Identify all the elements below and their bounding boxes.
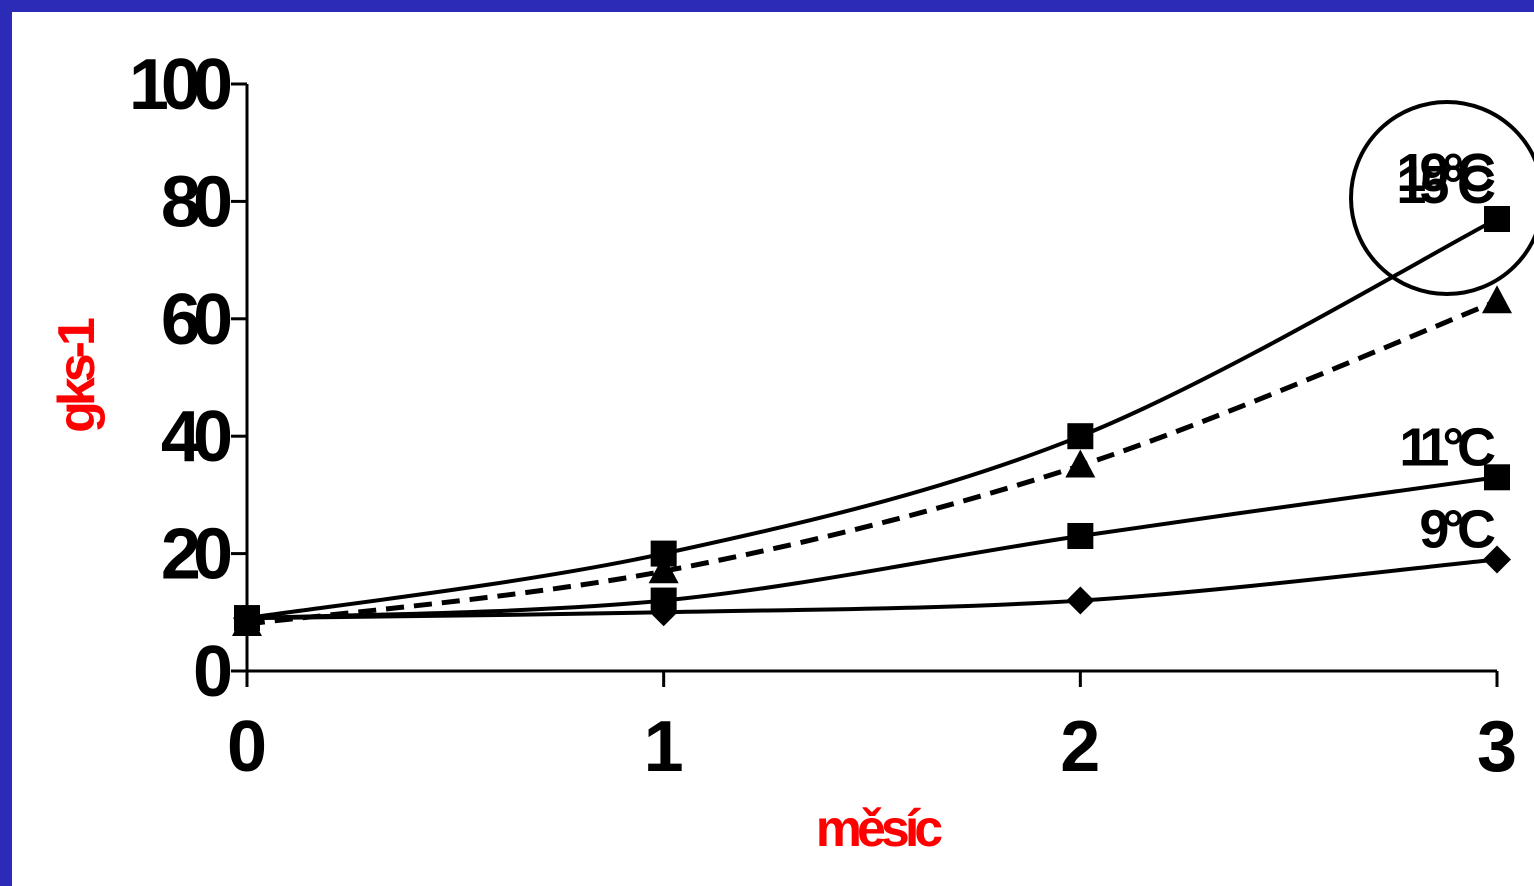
- series-label: 19°C: [1396, 143, 1495, 203]
- x-axis-title: měsíc: [816, 800, 943, 858]
- series-line: [246, 298, 1498, 627]
- diamond-marker: [1066, 586, 1095, 615]
- series-line: [246, 557, 1498, 621]
- y-tick-label: 60: [161, 280, 231, 360]
- triangle-marker: [1065, 449, 1096, 478]
- highlight-circle: [1349, 100, 1534, 296]
- diamond-marker: [649, 598, 678, 627]
- y-tick-label: 80: [161, 162, 231, 242]
- series-label: 9°C: [1419, 499, 1495, 559]
- square-marker: [1484, 206, 1510, 233]
- series-markers: [232, 206, 1512, 637]
- y-tick-label: 40: [161, 397, 231, 477]
- series-lines: [246, 217, 1498, 627]
- square-marker: [1067, 423, 1094, 450]
- y-tick-label: 0: [193, 632, 231, 712]
- axes: [245, 84, 1497, 673]
- square-marker: [1067, 522, 1094, 549]
- axis-ticks: 0 20 40 60 80 100 0 1 2 3: [129, 45, 1517, 787]
- triangle-marker: [1482, 285, 1512, 314]
- y-axis-title: gks-1: [48, 318, 106, 433]
- series-labels: 15°C19°C 11°C 9°C: [1396, 143, 1502, 559]
- x-tick-label: 2: [1060, 707, 1100, 787]
- y-tick-label: 20: [161, 515, 231, 595]
- series-label: 11°C: [1399, 417, 1495, 477]
- series-label: 15°C: [1396, 155, 1495, 215]
- diamond-marker: [233, 604, 261, 633]
- triangle-marker: [648, 555, 679, 584]
- diamond-marker: [1483, 545, 1511, 574]
- x-tick-label: 0: [227, 707, 267, 787]
- x-tick-label: 1: [644, 707, 684, 787]
- line-chart: 0 20 40 60 80 100 0 1 2 3 15°C19°C 11°C 9°C měsíc g…: [48, 45, 1534, 858]
- series-line: [246, 217, 1498, 621]
- series-line: [246, 475, 1498, 621]
- square-marker: [1484, 464, 1510, 491]
- x-tick-label: 3: [1477, 707, 1517, 787]
- y-tick-label: 100: [129, 45, 231, 125]
- chart-panel: 0 20 40 60 80 100 0 1 2 3 15°C 19°C 11°C 9°C měsíc g…: [12, 12, 1534, 886]
